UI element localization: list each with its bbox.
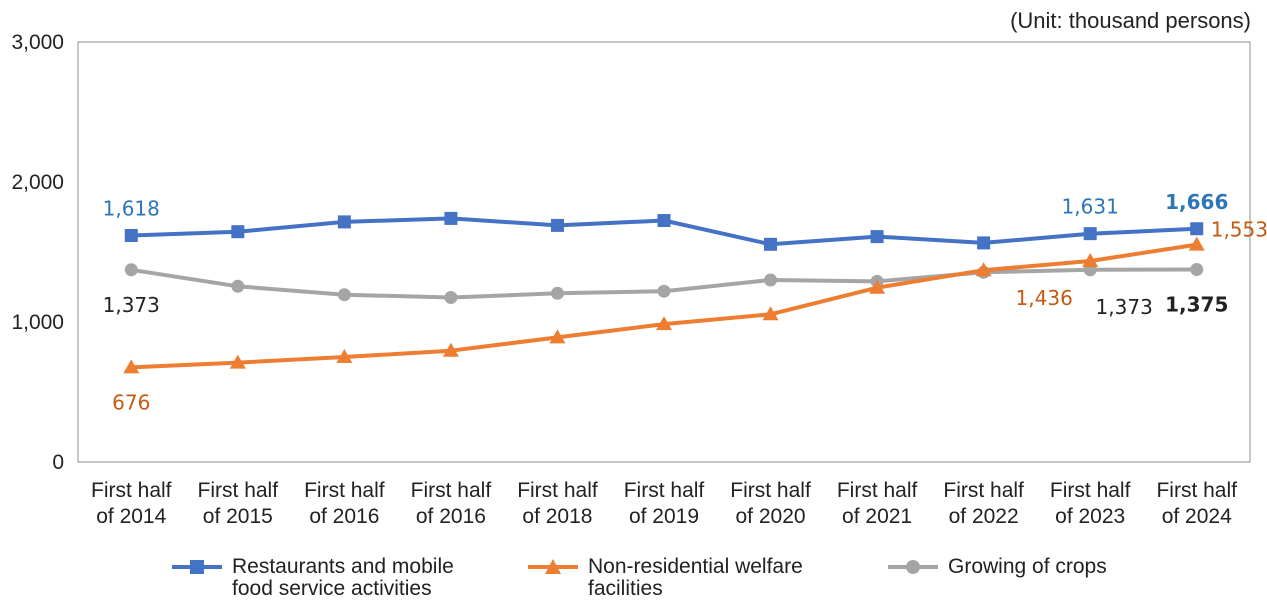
legend-label-crops: Growing of crops — [948, 555, 1107, 578]
x-tick-line: First half — [411, 479, 492, 502]
x-tick-line: of 2015 — [203, 505, 273, 528]
x-tick-line: of 2014 — [96, 505, 166, 528]
legend: Restaurants and mobile food service acti… — [0, 556, 1267, 604]
x-tick-line: of 2023 — [1055, 505, 1125, 528]
x-tick-line: First half — [1156, 479, 1237, 502]
data-point-circle — [550, 286, 564, 300]
data-point-triangle — [869, 279, 886, 294]
data-point-circle — [444, 291, 458, 304]
data-point-square — [1083, 227, 1097, 241]
x-tick-label: First half of 2021 — [837, 479, 918, 528]
data-point-triangle — [656, 316, 672, 331]
series-group — [123, 211, 1205, 374]
data-point-triangle — [336, 349, 353, 363]
data-point-triangle — [1082, 252, 1099, 267]
data-point-square — [124, 228, 138, 242]
legend-item-restaurants: Restaurants and mobile food service acti… — [170, 556, 454, 600]
x-tick-line: First half — [624, 479, 705, 502]
data-label: 676 — [112, 390, 150, 414]
data-point-square — [337, 215, 351, 229]
x-tick-line: First half — [943, 479, 1024, 502]
x-tick-label: First half of 2024 — [1156, 479, 1237, 528]
data-point-square — [550, 218, 564, 232]
data-point-triangle — [442, 342, 459, 357]
x-tick-line: of 2021 — [842, 505, 912, 528]
data-point-square — [444, 211, 458, 225]
legend-label-welfare: Non-residential welfare facilities — [588, 555, 803, 600]
x-tick-line: First half — [198, 479, 279, 502]
data-label: 1,553 — [1211, 218, 1267, 242]
data-point-circle — [657, 284, 671, 298]
data-point-circle — [231, 279, 245, 293]
data-point-triangle — [549, 329, 566, 344]
data-point-triangle — [123, 359, 140, 374]
plot-area — [77, 41, 1251, 463]
x-tick-label: First half of 2022 — [943, 479, 1024, 528]
data-point-circle — [124, 263, 138, 277]
legend-item-welfare: Non-residential welfare facilities — [526, 556, 803, 600]
x-tick-line: of 2016 — [309, 505, 379, 528]
x-tick-label: First half of 2015 — [198, 479, 279, 528]
data-point-triangle — [762, 306, 779, 321]
legend-item-crops: Growing of crops — [886, 556, 1107, 578]
y-tick-label: 3,000 — [11, 31, 64, 54]
legend-label-restaurants: Restaurants and mobile food service acti… — [232, 555, 454, 600]
data-point-circle — [337, 288, 351, 302]
data-point-square — [657, 214, 671, 227]
y-tick-label: 2,000 — [11, 171, 64, 194]
data-label: 1,436 — [1016, 286, 1073, 310]
x-tick-label: First half of 2016 — [304, 479, 385, 528]
x-tick-line: of 2020 — [736, 505, 806, 528]
x-tick-line: of 2022 — [949, 505, 1019, 528]
x-tick-line: of 2019 — [629, 505, 699, 528]
data-point-circle — [1190, 263, 1204, 276]
unit-label: (Unit: thousand persons) — [1010, 8, 1251, 33]
data-point-square — [1190, 222, 1204, 236]
data-labels: 1,618 1,631 1,666 676 1,436 1,553 1,373 1,373 1,… — [103, 190, 1267, 415]
data-point-triangle — [229, 354, 246, 369]
x-tick-line: First half — [837, 479, 918, 502]
data-point-triangle — [975, 262, 992, 277]
x-tick-label: First half of 2023 — [1050, 479, 1131, 528]
legend-swatch-triangle — [528, 559, 578, 574]
data-point-square — [870, 230, 884, 244]
y-tick-label: 0 — [52, 451, 64, 474]
data-label: 1,618 — [103, 196, 160, 220]
x-tick-label: First half of 2020 — [730, 479, 811, 528]
data-point-square — [764, 237, 778, 251]
x-tick-line: First half — [91, 479, 172, 502]
x-tick-line: First half — [730, 479, 811, 502]
data-label: 1,666 — [1165, 190, 1228, 214]
x-tick-line: First half — [517, 479, 598, 502]
x-tick-line: of 2024 — [1162, 505, 1232, 528]
x-tick-label: First half of 2018 — [517, 479, 598, 528]
data-point-square — [977, 236, 991, 250]
data-label: 1,631 — [1062, 195, 1119, 219]
data-label: 1,373 — [1096, 295, 1153, 319]
x-tick-label: First half of 2016 — [411, 479, 492, 528]
data-point-triangle — [1188, 236, 1205, 251]
data-point-circle — [764, 273, 778, 287]
x-tick-label: First half of 2019 — [624, 479, 705, 528]
x-tick-line: of 2016 — [416, 505, 486, 528]
legend-swatch-square — [172, 560, 222, 574]
legend-swatch-circle — [888, 560, 938, 574]
x-tick-label: First half of 2014 — [91, 479, 172, 528]
x-tick-line: of 2018 — [522, 505, 592, 528]
y-tick-label: 1,000 — [11, 311, 64, 334]
x-tick-line: First half — [1050, 479, 1131, 502]
data-label: 1,373 — [103, 293, 160, 317]
y-axis-ticks: 3,000 2,000 1,000 0 — [11, 31, 64, 474]
data-point-square — [231, 225, 245, 239]
data-label: 1,375 — [1165, 293, 1228, 317]
x-tick-line: First half — [304, 479, 385, 502]
